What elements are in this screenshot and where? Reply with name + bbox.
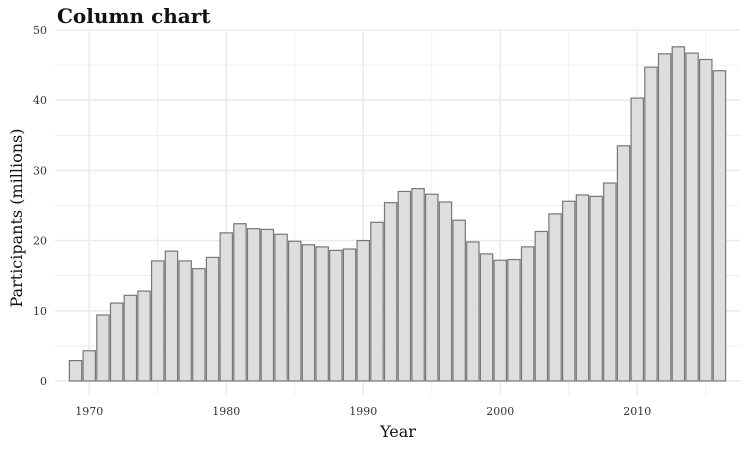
bar-1993 [397,190,412,382]
y-tick-label: 50 [33,24,47,37]
chart-title: Column chart [57,4,211,28]
bar-1989 [342,248,357,382]
bar-2007 [589,195,603,382]
bar-1970 [82,350,97,382]
bar-1981 [233,223,247,382]
bar-1991 [370,221,384,382]
bar-1969 [68,360,83,382]
x-tick-label: 1990 [349,405,377,418]
bar-2008 [603,182,617,382]
bar-1973 [123,294,138,382]
bar-2012 [657,53,672,382]
bar-2016 [712,70,727,382]
bar-1984 [274,233,288,382]
bar-1979 [205,256,220,382]
bar-2010 [630,97,645,382]
bar-1976 [164,250,179,382]
x-axis-title: Year [379,422,416,441]
bar-1975 [150,260,165,382]
bar-2002 [520,246,535,382]
bar-2014 [685,52,699,382]
bar-2006 [575,194,590,382]
bar-1972 [109,302,124,382]
bar-1974 [137,290,151,382]
y-tick-label: 0 [40,375,47,388]
bar-1985 [287,240,302,382]
bar-2011 [644,66,658,382]
bar-1992 [383,202,398,382]
x-tick-label: 1980 [212,405,240,418]
y-tick-label: 40 [33,94,47,107]
bar-1997 [452,219,466,382]
y-tick-label: 30 [33,164,47,177]
x-tick-label: 2010 [623,405,651,418]
bar-1977 [178,260,192,382]
bar-1990 [356,239,371,382]
bar-1983 [260,228,275,382]
y-tick-label: 20 [33,235,47,248]
bar-1998 [466,241,480,382]
y-tick-label: 10 [33,305,47,318]
bar-1986 [301,244,316,382]
bar-2004 [548,213,562,382]
y-axis-title: Participants (millions) [7,129,26,308]
bar-1996 [438,201,453,382]
bar-2003 [534,230,549,382]
bars [68,46,727,382]
bar-1994 [411,188,425,382]
bar-1982 [246,228,261,382]
bar-1995 [424,193,439,382]
bar-1988 [329,249,343,382]
bar-2005 [561,200,576,382]
bar-2001 [507,258,521,382]
bar-2000 [493,259,508,382]
bar-2013 [671,46,686,382]
bar-1971 [96,314,110,382]
bar-1987 [315,246,329,382]
bar-1999 [479,253,494,382]
x-tick-label: 1970 [75,405,103,418]
tick-labels: 0 10 20 30 40 50 1970 1980 1990 2000 2010 [33,24,651,418]
bar-2009 [616,145,631,382]
bar-1978 [192,268,206,382]
bar-1980 [219,232,234,382]
x-tick-label: 2000 [486,405,514,418]
bar-2015 [698,58,713,382]
